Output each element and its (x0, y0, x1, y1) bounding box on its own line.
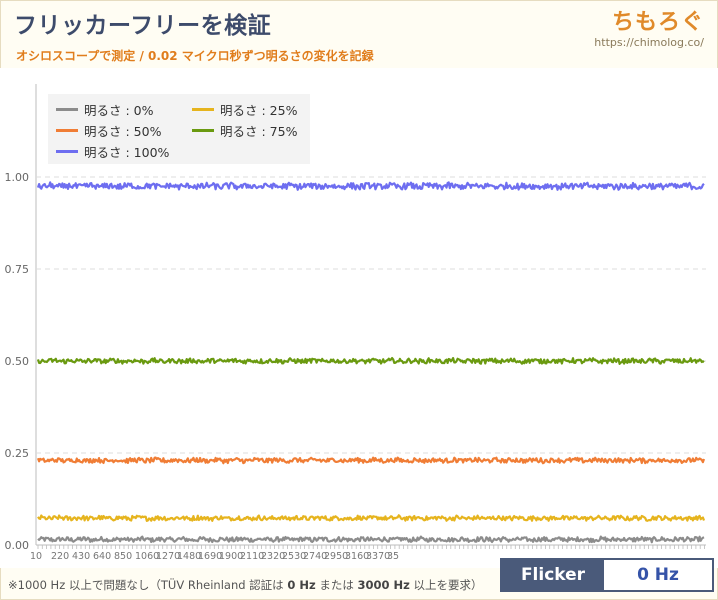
legend-item-4: 明るさ : 100% (56, 142, 169, 161)
x-tick-label-0: 10 (30, 551, 42, 562)
legend-item-1: 明るさ : 25% (192, 100, 297, 119)
series-line-3 (36, 357, 705, 365)
x-tick-label-15: 3160 (345, 551, 369, 562)
y-tick-label-3: 0.75 (5, 263, 30, 276)
legend-label-4: 明るさ : 100% (84, 145, 170, 160)
legend-label-2: 明るさ : 50% (84, 124, 162, 139)
footnote-suffix: 以上を要求） (409, 578, 483, 592)
y-tick-label-1: 0.25 (5, 447, 30, 460)
x-tick-label-5: 1060 (135, 551, 159, 562)
x-tick-label-12: 2530 (282, 551, 306, 562)
chart-legend: 明るさ : 0% 明るさ : 25% 明るさ : 50% 明るさ : 75% 明… (48, 94, 310, 164)
legend-swatch-1 (192, 108, 214, 111)
x-tick-label-1: 220 (51, 551, 69, 562)
x-tick-label-8: 1690 (198, 551, 222, 562)
brand-url: https://chimolog.co/ (594, 36, 704, 49)
x-tick-label-3: 640 (93, 551, 111, 562)
legend-item-3: 明るさ : 75% (192, 121, 297, 140)
legend-swatch-0 (56, 108, 78, 111)
x-tick-label-9: 1900 (219, 551, 243, 562)
brand-logo: ちもろぐ https://chimolog.co/ (594, 4, 704, 49)
legend-label-3: 明るさ : 75% (220, 124, 298, 139)
x-tick-label-17: 35 (387, 551, 399, 562)
y-tick-label-2: 0.50 (5, 355, 30, 368)
footnote-prefix: ※1000 Hz 以上で問題なし（TÜV Rheinland 認証は (8, 578, 288, 592)
legend-swatch-4 (56, 150, 78, 153)
x-tick-label-11: 2320 (261, 551, 285, 562)
y-tick-label-4: 1.00 (5, 171, 30, 184)
flicker-badge-label: Flicker (502, 560, 604, 590)
y-tick-label-0: 0.00 (5, 539, 30, 552)
footnote-bold-1: 0 Hz (287, 578, 316, 592)
series-line-1 (37, 514, 706, 523)
legend-label-1: 明るさ : 25% (220, 103, 298, 118)
legend-item-0: 明るさ : 0% (56, 100, 154, 119)
legend-item-2: 明るさ : 50% (56, 121, 161, 140)
legend-label-0: 明るさ : 0% (84, 103, 154, 118)
legend-swatch-2 (56, 129, 78, 132)
x-tick-label-2: 430 (72, 551, 90, 562)
series-line-4 (36, 181, 705, 191)
flicker-badge: Flicker 0 Hz (500, 558, 714, 592)
page-subtitle: オシロスコープで測定 / 0.02 マイクロ秒ずつ明るさの変化を記録 (16, 49, 374, 63)
legend-swatch-3 (192, 129, 214, 132)
flicker-badge-value: 0 Hz (604, 560, 712, 590)
footnote: ※1000 Hz 以上で問題なし（TÜV Rheinland 認証は 0 Hz … (8, 577, 482, 593)
series-line-2 (36, 456, 706, 465)
footnote-bold-2: 3000 Hz (357, 578, 410, 592)
x-tick-label-14: 2950 (324, 551, 348, 562)
x-tick-label-13: 2740 (303, 551, 327, 562)
x-tick-label-16: 3370 (366, 551, 390, 562)
x-tick-label-4: 850 (114, 551, 132, 562)
series-line-0 (37, 535, 705, 544)
brand-name: ちもろぐ (611, 10, 704, 35)
footnote-mid: または (315, 578, 358, 592)
x-tick-label-7: 1480 (177, 551, 201, 562)
x-tick-label-6: 1270 (156, 551, 180, 562)
page-title: フリッカーフリーを検証 (14, 13, 272, 39)
x-tick-label-10: 2110 (240, 551, 264, 562)
